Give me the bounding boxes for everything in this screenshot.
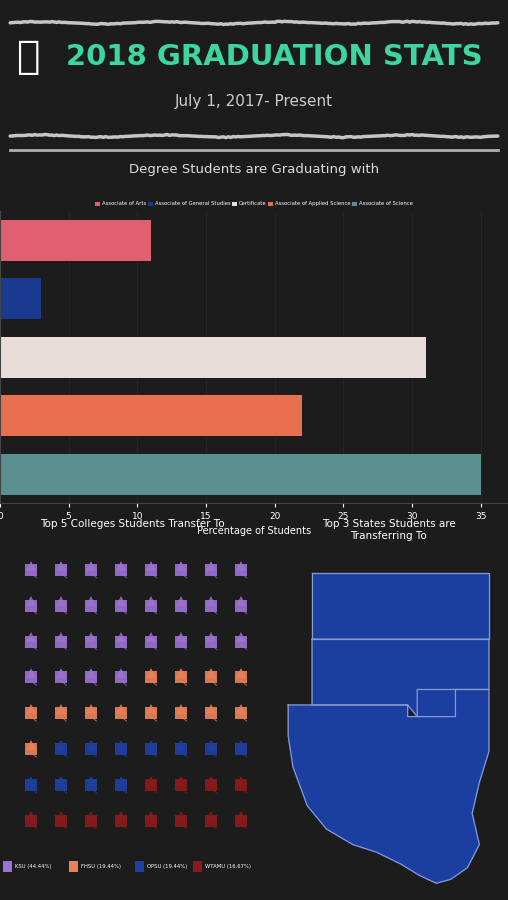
Bar (193, 860, 202, 871)
Bar (0, 278, 41, 320)
Bar (0, 395, 302, 436)
Polygon shape (288, 689, 489, 883)
Bar (0, 337, 426, 378)
Legend: Associate of Arts, Associate of General Studies, Certificate, Associate of Appli: Associate of Arts, Associate of General … (93, 200, 415, 209)
Text: OPSU (19.44%): OPSU (19.44%) (146, 864, 187, 868)
X-axis label: Percentage of Students: Percentage of Students (197, 526, 311, 536)
Bar (0, 220, 151, 261)
Text: KSU (44.44%): KSU (44.44%) (15, 864, 51, 868)
Text: WTAMU (16.67%): WTAMU (16.67%) (205, 864, 250, 868)
Bar (135, 860, 144, 871)
Text: █: █ (11, 35, 45, 80)
Text: FHSU (19.44%): FHSU (19.44%) (81, 864, 120, 868)
Bar (0, 454, 481, 495)
Text: 🎓: 🎓 (16, 39, 40, 76)
Text: Top 3 States Students are
Transferring To: Top 3 States Students are Transferring T… (322, 519, 455, 541)
Polygon shape (312, 639, 489, 716)
Bar (69, 860, 78, 871)
Bar (3, 860, 12, 871)
Text: July 1, 2017- Present: July 1, 2017- Present (175, 94, 333, 109)
Text: 2018 GRADUATION STATS: 2018 GRADUATION STATS (66, 43, 483, 71)
Polygon shape (312, 573, 489, 639)
Text: Degree Students are Graduating with: Degree Students are Graduating with (129, 163, 379, 176)
Text: Top 5 Colleges Students Transfer To: Top 5 Colleges Students Transfer To (40, 519, 225, 529)
